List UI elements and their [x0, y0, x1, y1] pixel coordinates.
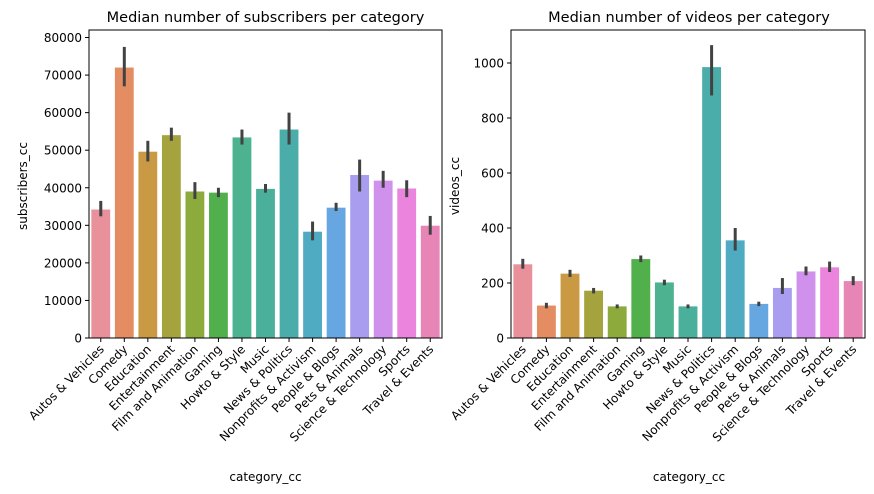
bar	[397, 188, 417, 338]
bar	[654, 282, 674, 338]
bar	[772, 287, 792, 338]
bar	[584, 290, 604, 338]
y-tick-label: 60000	[44, 106, 82, 120]
bar	[631, 259, 651, 338]
bar	[256, 188, 275, 338]
bar	[843, 281, 863, 338]
bar	[209, 192, 228, 338]
bar	[796, 271, 816, 338]
bar	[350, 174, 370, 338]
y-tick-label: 10000	[44, 294, 82, 308]
bar	[702, 67, 722, 338]
bar	[303, 231, 322, 338]
y-axis-label: subscribers_cc	[16, 142, 30, 230]
chart-title: Median number of subscribers per categor…	[107, 10, 425, 26]
x-axis-label: category_cc	[229, 470, 301, 484]
bar	[373, 180, 393, 338]
bar	[725, 240, 745, 338]
videos-chart: Median number of videos per category vid…	[448, 10, 866, 484]
bar	[114, 67, 134, 338]
x-axis-label: category_cc	[653, 470, 725, 484]
y-tick-label: 0	[496, 332, 504, 346]
bar	[536, 305, 556, 338]
bar	[91, 209, 111, 338]
bar	[607, 306, 627, 338]
y-tick-label: 800	[481, 112, 504, 126]
y-tick-label: 70000	[44, 69, 82, 83]
bar	[820, 267, 840, 338]
y-tick-label: 40000	[44, 181, 82, 195]
bar	[678, 306, 698, 338]
bar	[420, 225, 440, 338]
y-tick-label: 1000	[473, 57, 504, 71]
y-tick-label: 80000	[44, 31, 82, 45]
bar	[749, 303, 769, 338]
y-tick-label: 200	[481, 277, 504, 291]
y-tick-label: 50000	[44, 144, 82, 158]
chart-title: Median number of videos per category	[548, 10, 830, 26]
bar	[138, 151, 158, 338]
subscribers-chart: Median number of subscribers per categor…	[16, 10, 443, 484]
y-tick-label: 0	[74, 332, 82, 346]
bar	[185, 191, 205, 338]
y-tick-label: 30000	[44, 219, 82, 233]
y-tick-label: 600	[481, 167, 504, 181]
y-axis-label: videos_cc	[448, 157, 462, 215]
bar	[161, 135, 181, 338]
bar	[232, 137, 252, 338]
bar	[279, 129, 299, 338]
bar	[513, 264, 533, 338]
bar	[326, 207, 346, 338]
y-tick-label: 400	[481, 222, 504, 236]
bar	[560, 273, 580, 338]
y-tick-label: 20000	[44, 256, 82, 270]
